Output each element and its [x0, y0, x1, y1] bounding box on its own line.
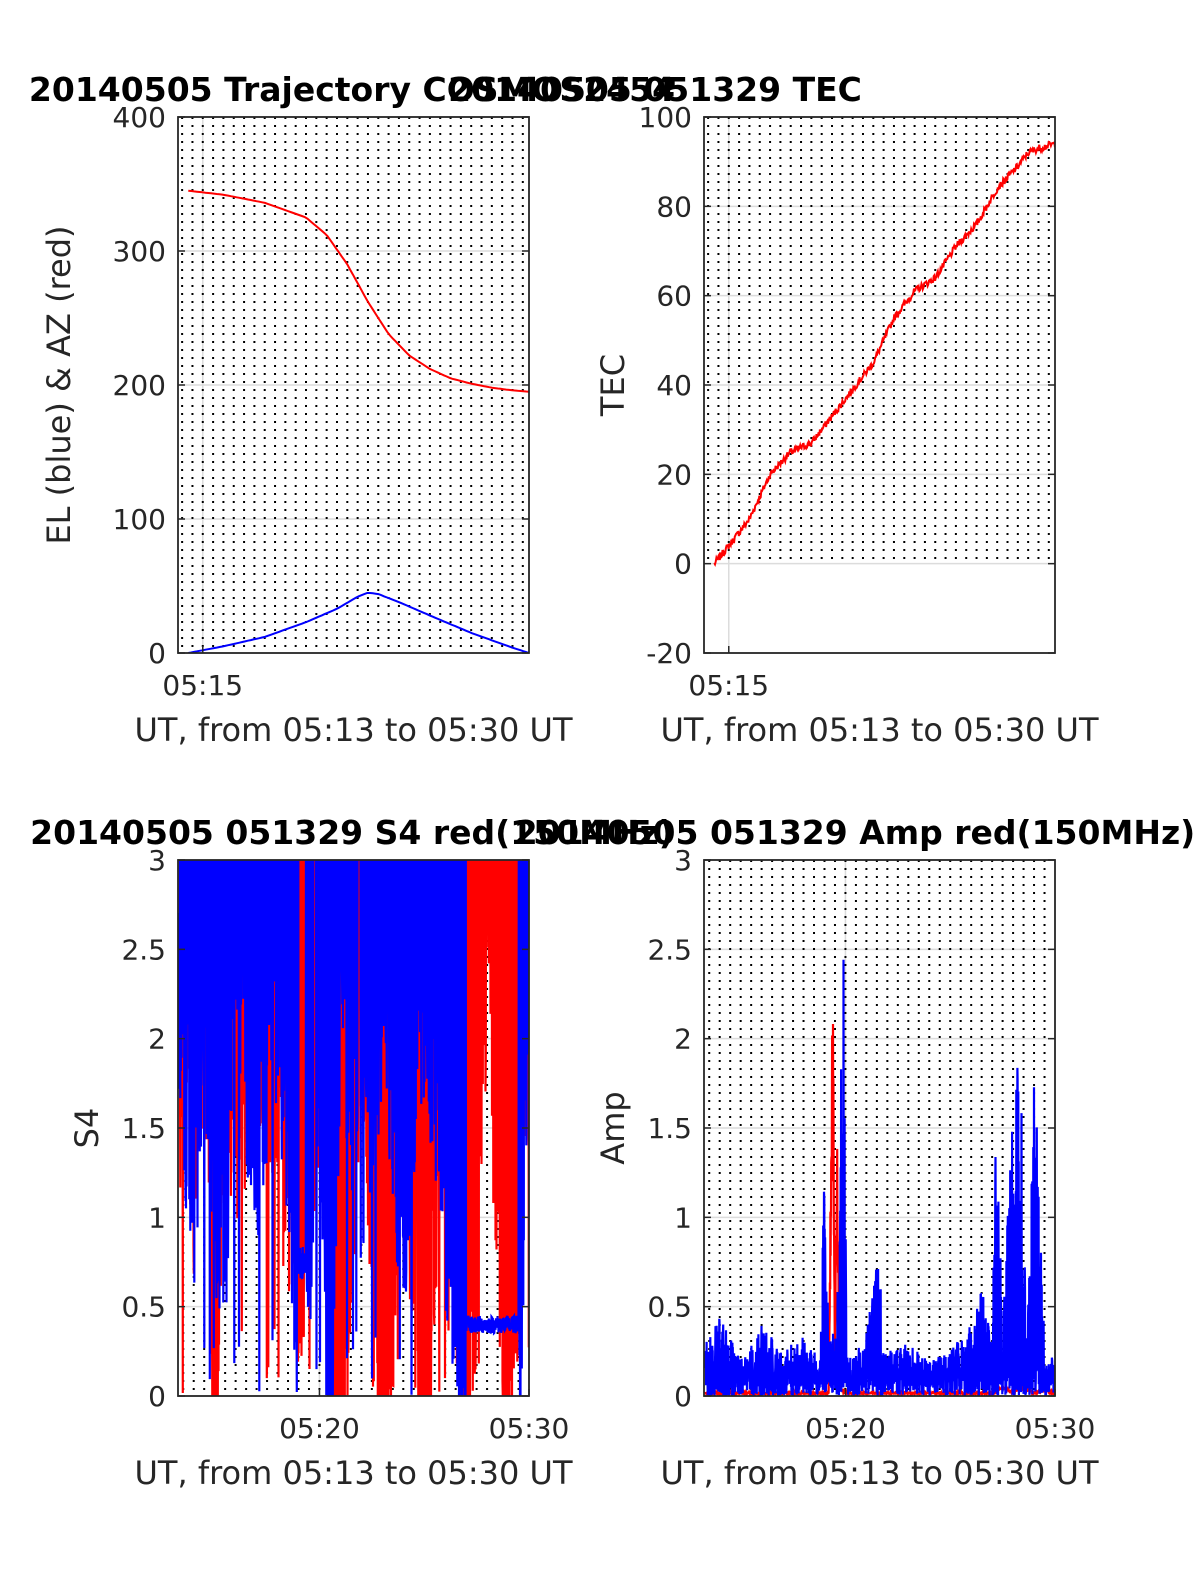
y-tick-label: 0 [674, 1380, 692, 1413]
x-axis-label: UT, from 05:13 to 05:30 UT [661, 1454, 1099, 1492]
chart-title: 20140505 Trajectory COSMOS2454 [29, 70, 675, 109]
x-tick-label: 05:30 [489, 1412, 570, 1445]
y-tick-label: 0 [148, 637, 166, 670]
chart-s4: 0 0.5 1 1.5 2 2.5 3 05:20 05:30 UT, from 05:13 to… [30, 813, 674, 1492]
y-tick-label: 2.5 [647, 933, 692, 966]
y-tick-label: 0.5 [121, 1291, 166, 1324]
series-line-amp_blue [704, 959, 1055, 1396]
y-tick-label: 1 [148, 1201, 166, 1234]
y-tick-label: 0 [674, 548, 692, 581]
chart-title: 20140505 051329 TEC [448, 70, 862, 109]
y-tick-label: 3 [148, 844, 166, 877]
chart-title: 20140505 051329 S4 red(150MHz) [30, 813, 674, 852]
y-tick-label: 200 [113, 369, 166, 402]
y-axis-label: TEC [594, 354, 632, 417]
chart-amp: 0 0.5 1 1.5 2 2.5 3 05:20 05:30 UT, from 05:13 to… [515, 813, 1195, 1492]
x-tick-label: 05:15 [162, 669, 243, 702]
x-tick-label: 05:20 [805, 1412, 886, 1445]
x-tick-label: 05:20 [279, 1412, 360, 1445]
plot-area [178, 860, 529, 1396]
y-tick-label: 0 [148, 1380, 166, 1413]
plot-area [713, 140, 1055, 567]
x-axis-label: UT, from 05:13 to 05:30 UT [135, 711, 573, 749]
y-tick-label: 100 [639, 101, 692, 134]
y-axis-label: S4 [68, 1108, 106, 1149]
series-line-el [188, 592, 529, 653]
y-tick-label: 40 [656, 369, 692, 402]
chart-tec: -20 0 20 40 60 80 100 05:15 UT, from 05:13 to 05… [448, 70, 1099, 749]
y-tick-label: 2.5 [121, 933, 166, 966]
y-tick-label: 1.5 [647, 1112, 692, 1145]
y-tick-label: -20 [646, 637, 692, 670]
y-axis-label: Amp [594, 1091, 632, 1164]
y-axis-label: EL (blue) & AZ (red) [40, 225, 78, 544]
series-line-az [188, 189, 529, 393]
y-tick-label: 20 [656, 458, 692, 491]
series-line-s4_blue [178, 860, 529, 1396]
y-tick-label: 300 [113, 235, 166, 268]
plot-area [704, 959, 1055, 1396]
y-tick-label: 60 [656, 280, 692, 313]
x-tick-label: 05:15 [688, 669, 769, 702]
plot-area [188, 189, 529, 653]
series-line-s4_red [178, 860, 529, 1396]
y-tick-label: 80 [656, 190, 692, 223]
y-tick-label: 0.5 [647, 1291, 692, 1324]
y-tick-label: 3 [674, 844, 692, 877]
chart-title: 20140505 051329 Amp red(150MHz) [515, 813, 1195, 852]
x-tick-label: 05:30 [1015, 1412, 1096, 1445]
y-tick-label: 2 [148, 1023, 166, 1056]
y-tick-label: 100 [113, 503, 166, 536]
series-line-tec [713, 140, 1055, 567]
y-tick-label: 2 [674, 1023, 692, 1056]
x-axis-label: UT, from 05:13 to 05:30 UT [661, 711, 1099, 749]
x-axis-label: UT, from 05:13 to 05:30 UT [135, 1454, 573, 1492]
y-tick-label: 400 [113, 101, 166, 134]
y-tick-label: 1 [674, 1201, 692, 1234]
y-tick-label: 1.5 [121, 1112, 166, 1145]
chart-traj: 0 100 200 300 400 05:15 UT, from 05:13 to 05:3… [29, 70, 675, 749]
